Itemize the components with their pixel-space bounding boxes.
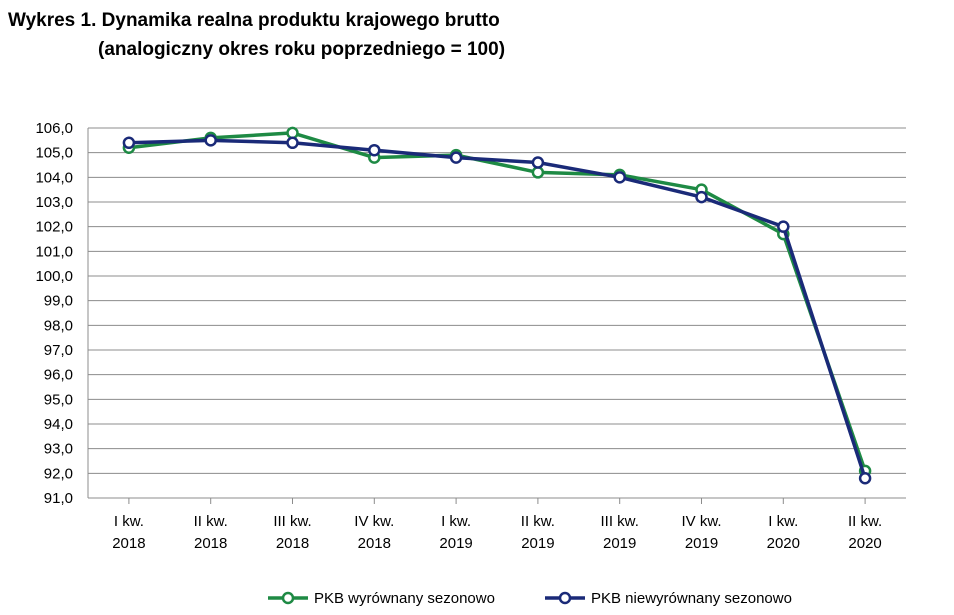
y-tick-label: 99,0 — [44, 293, 73, 310]
chart-title-line2: (analogiczny okres roku poprzedniego = 1… — [98, 39, 506, 60]
data-point — [858, 472, 872, 485]
gridlines — [88, 127, 906, 474]
x-tick-label: I kw. 2018 — [112, 513, 145, 552]
data-point — [531, 156, 545, 169]
legend-label: PKB niewyrównany sezonowo — [591, 590, 792, 607]
data-point — [449, 151, 463, 164]
legend-label: PKB wyrównany sezonowo — [314, 590, 495, 607]
x-tick-label: II kw. 2020 — [848, 513, 882, 552]
y-axis: 91,0 92,0 93,0 94,0 95,0 96,0 97,0 98,0 99,0 100,… — [35, 120, 89, 507]
data-point — [204, 134, 217, 147]
x-axis: I kw. 2018 II kw. 2018 III kw. 2018 IV kw. 2018… — [88, 497, 906, 552]
y-tick-label: 102,0 — [35, 219, 73, 236]
data-point — [368, 143, 381, 157]
data-point — [613, 171, 626, 184]
x-tick-label: IV kw. 2019 — [681, 513, 721, 552]
y-tick-label: 98,0 — [44, 317, 73, 334]
y-tick-label: 101,0 — [35, 243, 73, 260]
x-tick-label: III kw. 2019 — [601, 513, 639, 552]
data-point — [531, 166, 545, 179]
y-tick-label: 91,0 — [44, 490, 73, 507]
chart-title: Wykres 1. Dynamika realna produktu krajo… — [8, 6, 505, 64]
legend-item: PKB wyrównany sezonowo — [268, 590, 495, 607]
y-tick-label: 100,0 — [35, 268, 73, 285]
x-tick-label: III kw. 2018 — [273, 513, 311, 552]
x-tick-label: I kw. 2019 — [439, 513, 472, 552]
y-tick-label: 103,0 — [35, 194, 73, 211]
legend-swatch-marker — [558, 591, 572, 605]
y-tick-label: 96,0 — [44, 367, 73, 384]
chart-title-line1: Wykres 1. Dynamika realna produktu krajo… — [8, 10, 500, 31]
legend-swatch-marker — [281, 591, 295, 605]
y-tick-label: 106,0 — [35, 120, 73, 137]
y-tick-label: 95,0 — [44, 391, 73, 408]
legend-item: PKB niewyrównany sezonowo — [545, 590, 792, 607]
series-2 — [122, 134, 872, 485]
x-tick-label: I kw. 2020 — [767, 513, 800, 552]
x-tick-label: IV kw. 2018 — [354, 513, 394, 552]
legend: PKB wyrównany sezonowo PKB niewyrównany s… — [268, 590, 792, 607]
data-point — [122, 136, 136, 150]
x-tick-label: II kw. 2019 — [521, 513, 555, 552]
y-tick-label: 105,0 — [35, 145, 73, 162]
y-tick-label: 97,0 — [44, 342, 73, 359]
y-tick-label: 93,0 — [44, 441, 73, 458]
x-tick-label: II kw. 2018 — [194, 513, 228, 552]
series-line — [128, 131, 867, 472]
series-line — [128, 138, 867, 479]
series-group — [122, 126, 872, 485]
y-tick-label: 104,0 — [35, 169, 73, 186]
data-point — [777, 220, 790, 233]
data-point — [695, 190, 708, 204]
data-point — [286, 136, 299, 150]
data-point — [286, 126, 299, 140]
y-tick-label: 92,0 — [44, 465, 73, 482]
y-tick-label: 94,0 — [44, 416, 73, 433]
